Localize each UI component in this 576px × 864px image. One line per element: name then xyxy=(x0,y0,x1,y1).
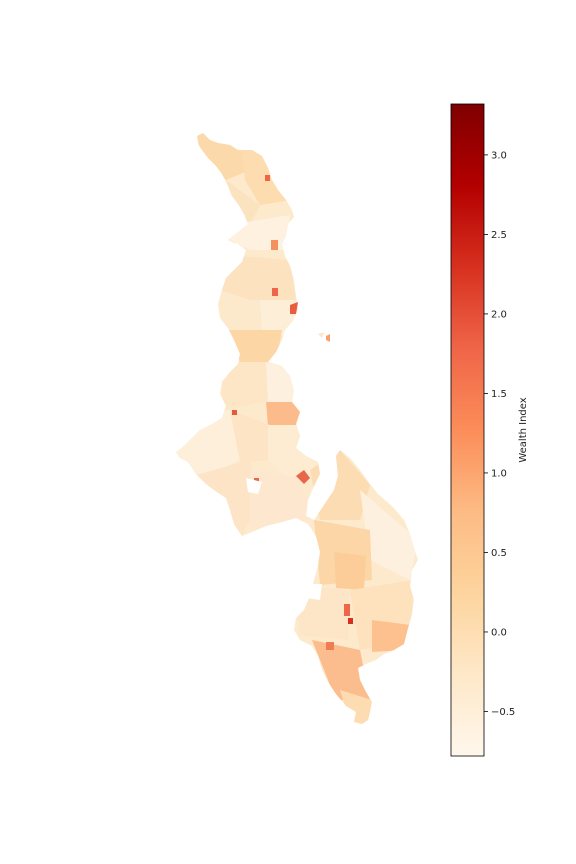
hotspot xyxy=(290,302,298,314)
region xyxy=(266,402,300,426)
hotspot xyxy=(271,240,278,250)
colorbar-tick-label: 1.5 xyxy=(491,389,507,400)
white-gaps xyxy=(228,243,322,600)
colorbar-tick-label: 0.0 xyxy=(491,627,507,638)
choropleth-map xyxy=(176,133,418,724)
island xyxy=(318,332,324,338)
region xyxy=(268,425,320,480)
region xyxy=(220,255,296,300)
colorbar-tick-label: 1.0 xyxy=(491,468,507,479)
colorbar-gradient xyxy=(450,103,485,757)
hotspot xyxy=(326,642,334,650)
region xyxy=(372,620,410,652)
region xyxy=(360,490,418,580)
colorbar-tick-label: 3.0 xyxy=(491,150,507,161)
district-regions xyxy=(176,133,418,724)
hotspot xyxy=(344,604,350,616)
gap xyxy=(228,243,244,252)
hotspot xyxy=(272,288,278,296)
region xyxy=(220,362,270,410)
region xyxy=(334,552,366,590)
region xyxy=(310,450,370,520)
hotspot xyxy=(296,470,310,484)
hotspot xyxy=(232,410,237,415)
colorbar-ticks: −0.5 0.0 0.5 1.0 1.5 2.0 2.5 3.0 xyxy=(484,150,515,718)
region xyxy=(218,300,262,330)
hotspot-regions xyxy=(232,175,353,650)
region xyxy=(226,330,282,362)
colorbar-tick-label: −0.5 xyxy=(491,707,515,718)
region xyxy=(312,640,370,700)
colorbar-tick-label: 2.0 xyxy=(491,309,507,320)
gap xyxy=(246,478,262,494)
colorbar-tick-label: 2.5 xyxy=(491,230,507,241)
region xyxy=(230,410,270,462)
region xyxy=(226,180,260,225)
region xyxy=(250,470,310,530)
colorbar-tick-label: 0.5 xyxy=(491,548,507,559)
colorbar-label: Wealth Index xyxy=(518,397,529,462)
gap xyxy=(306,584,322,600)
region xyxy=(294,585,350,640)
hotspot xyxy=(348,618,353,624)
hotspot xyxy=(265,175,270,181)
colorbar: −0.5 0.0 0.5 1.0 1.5 2.0 2.5 3.0 Wealth Index xyxy=(450,103,529,757)
region xyxy=(340,690,372,724)
region xyxy=(196,460,260,540)
hotspot xyxy=(326,334,330,342)
